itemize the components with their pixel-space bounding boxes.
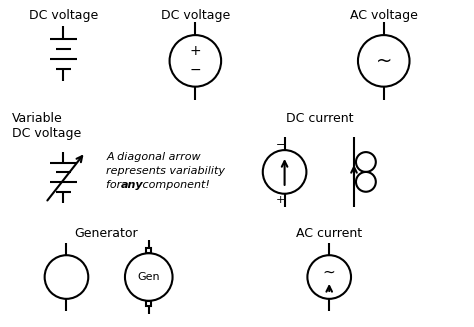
Text: represents variability: represents variability	[106, 166, 225, 176]
Text: DC current: DC current	[285, 112, 353, 126]
Text: A diagonal arrow: A diagonal arrow	[106, 152, 201, 162]
Text: for: for	[106, 180, 125, 190]
Text: component!: component!	[139, 180, 210, 190]
Text: ~: ~	[375, 51, 392, 70]
Bar	[146, 248, 151, 253]
Text: −: −	[276, 140, 285, 150]
Text: AC current: AC current	[296, 228, 362, 240]
Bar	[146, 301, 151, 306]
Text: Variable
DC voltage: Variable DC voltage	[12, 112, 81, 140]
Text: Generator: Generator	[74, 228, 138, 240]
Text: any: any	[121, 180, 144, 190]
Text: DC voltage: DC voltage	[29, 9, 98, 22]
Text: AC voltage: AC voltage	[350, 9, 418, 22]
Text: +: +	[276, 195, 285, 205]
Text: +: +	[190, 44, 201, 58]
Text: ~: ~	[323, 265, 336, 280]
Text: −: −	[190, 63, 201, 77]
Text: DC voltage: DC voltage	[161, 9, 230, 22]
Text: Gen: Gen	[137, 272, 160, 282]
